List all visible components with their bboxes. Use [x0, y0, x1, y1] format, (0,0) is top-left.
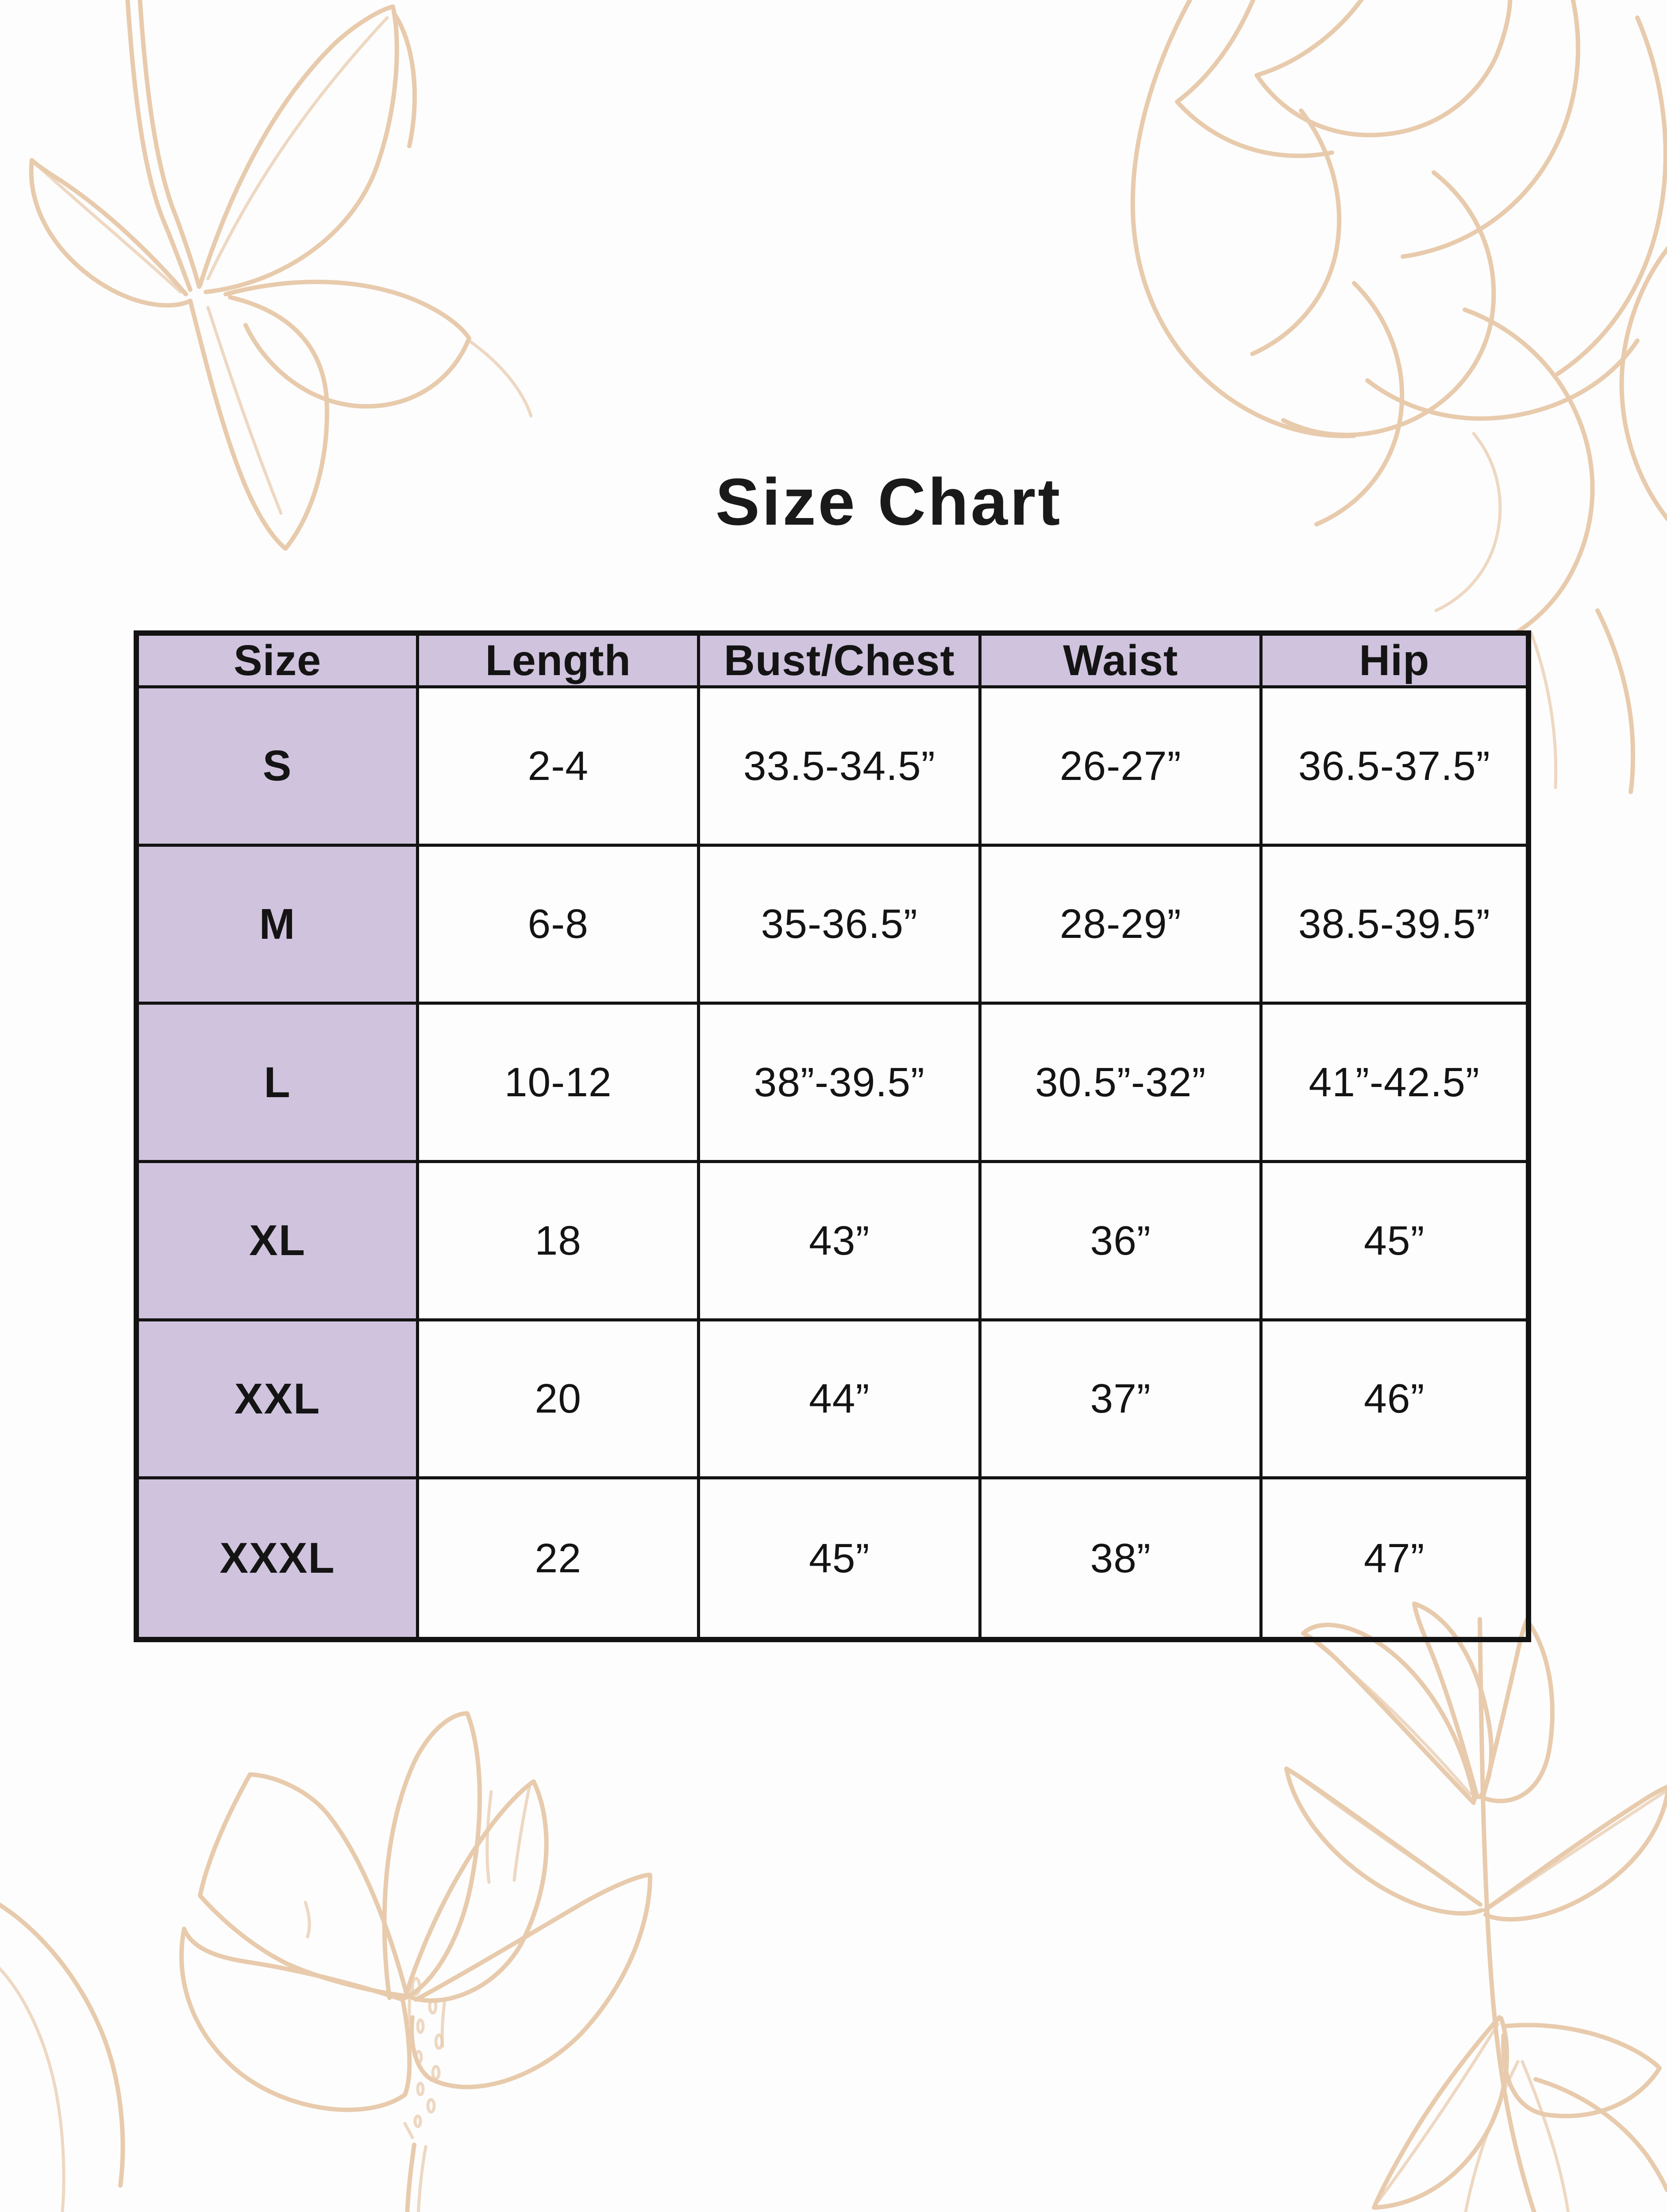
- column-header-hip: Hip: [1259, 631, 1530, 688]
- header-row: Size Length Bust/Chest Waist Hip: [135, 631, 1530, 688]
- column-header-bust-chest: Bust/Chest: [697, 631, 982, 688]
- size-row-xxl: XXL 20 44” 37” 46”: [135, 1318, 1530, 1480]
- size-row-xxxl: XXXL 22 45” 38” 47”: [135, 1476, 1530, 1641]
- row-label-xxxl: XXXL: [135, 1476, 419, 1641]
- cell-m-length: 6-8: [416, 843, 701, 1005]
- cell-xxxl-length: 22: [416, 1476, 701, 1641]
- floral-top-left: [29, 0, 533, 551]
- floral-bottom-left: [0, 1711, 653, 2212]
- cell-xxxl-hip: 47”: [1259, 1476, 1530, 1641]
- size-row-l: L 10-12 38”-39.5” 30.5”-32” 41”-42.5”: [135, 1002, 1530, 1163]
- floral-bottom-right: [1284, 1601, 1667, 2212]
- cell-s-bust: 33.5-34.5”: [697, 685, 982, 847]
- cell-xxl-waist: 37”: [978, 1318, 1263, 1480]
- size-chart-table: Size Length Bust/Chest Waist Hip S 2-4 3…: [134, 630, 1531, 1642]
- cell-xxl-bust: 44”: [697, 1318, 982, 1480]
- size-row-s: S 2-4 33.5-34.5” 26-27” 36.5-37.5”: [135, 685, 1530, 847]
- cell-l-bust: 38”-39.5”: [697, 1002, 982, 1163]
- cell-l-waist: 30.5”-32”: [978, 1002, 1263, 1163]
- page-title: Size Chart: [715, 465, 1063, 539]
- cell-xxxl-bust: 45”: [697, 1476, 982, 1641]
- cell-s-length: 2-4: [416, 685, 701, 847]
- cell-xxl-length: 20: [416, 1318, 701, 1480]
- cell-s-hip: 36.5-37.5”: [1259, 685, 1530, 847]
- cell-xxl-hip: 46”: [1259, 1318, 1530, 1480]
- column-header-waist: Waist: [978, 631, 1263, 688]
- column-header-length: Length: [416, 631, 701, 688]
- row-label-l: L: [135, 1002, 419, 1163]
- cell-xl-length: 18: [416, 1160, 701, 1321]
- row-label-xxl: XXL: [135, 1318, 419, 1480]
- row-label-s: S: [135, 685, 419, 847]
- column-header-size: Size: [135, 631, 419, 688]
- cell-s-waist: 26-27”: [978, 685, 1263, 847]
- cell-m-bust: 35-36.5”: [697, 843, 982, 1005]
- cell-m-waist: 28-29”: [978, 843, 1263, 1005]
- cell-l-hip: 41”-42.5”: [1259, 1002, 1530, 1163]
- cell-xxxl-waist: 38”: [978, 1476, 1263, 1641]
- cell-xl-hip: 45”: [1259, 1160, 1530, 1321]
- cell-m-hip: 38.5-39.5”: [1259, 843, 1530, 1005]
- cell-xl-bust: 43”: [697, 1160, 982, 1321]
- cell-xl-waist: 36”: [978, 1160, 1263, 1321]
- size-row-m: M 6-8 35-36.5” 28-29” 38.5-39.5”: [135, 843, 1530, 1005]
- row-label-m: M: [135, 843, 419, 1005]
- row-label-xl: XL: [135, 1160, 419, 1321]
- size-row-xl: XL 18 43” 36” 45”: [135, 1160, 1530, 1321]
- cell-l-length: 10-12: [416, 1002, 701, 1163]
